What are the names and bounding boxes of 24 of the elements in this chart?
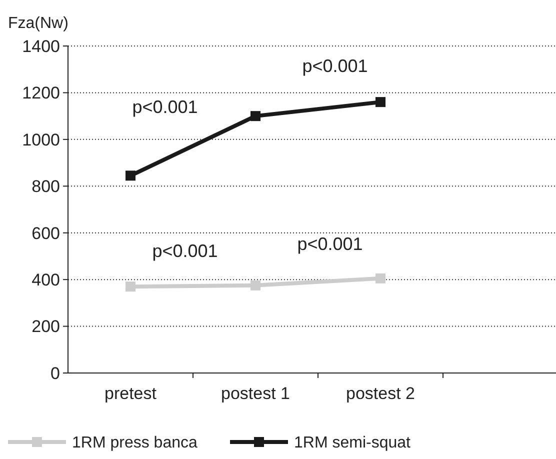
point: [376, 97, 386, 108]
y-tick-label: 400: [32, 270, 60, 290]
point: [126, 282, 136, 292]
y-tick-label: 1200: [22, 84, 60, 103]
x-tick-label: postest 1: [221, 384, 290, 403]
y-tick-label: 0: [50, 364, 60, 383]
point: [250, 111, 260, 122]
y-tick-label: 1400: [22, 36, 60, 56]
y-tick-label: 600: [32, 224, 60, 243]
y-tick-label: 1000: [22, 130, 60, 150]
annotation: p<0.001: [152, 241, 218, 261]
legend-label: 1RM semi-squat: [294, 434, 412, 452]
point: [250, 280, 260, 290]
legend-label: 1RM press banca: [72, 434, 198, 452]
y-tick-label: 200: [32, 317, 60, 336]
point: [376, 273, 386, 284]
annotation: p<0.001: [132, 97, 198, 117]
y-axis-title: Fza(Nw): [8, 15, 68, 32]
x-tick-label: postest 2: [346, 384, 415, 403]
x-tick-label: pretest: [104, 384, 157, 403]
y-tick-label: 800: [32, 177, 60, 196]
annotation: p<0.001: [302, 56, 368, 76]
annotation: p<0.001: [297, 234, 363, 254]
point: [126, 170, 136, 181]
